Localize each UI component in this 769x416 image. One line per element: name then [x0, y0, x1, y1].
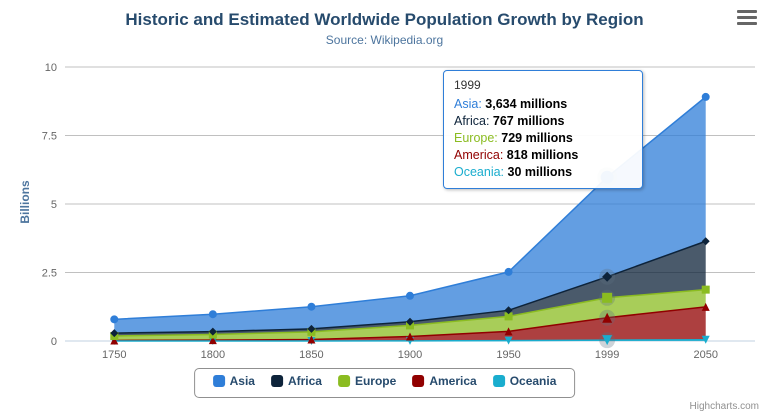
marker-asia-1850[interactable]	[307, 302, 316, 311]
x-axis-label: 1800	[201, 349, 225, 361]
tooltip-row-europe: Europe: 729 millions	[454, 130, 632, 147]
marker-america-2050[interactable]	[701, 302, 710, 311]
marker-africa-1750[interactable]	[110, 329, 119, 338]
tooltip-row-africa: Africa: 767 millions	[454, 113, 632, 130]
tooltip-series-value: 767 millions	[492, 114, 565, 128]
legend-swatch-oceania	[492, 375, 505, 387]
x-axis-label: 1950	[496, 349, 520, 361]
y-axis-label: 2.5	[42, 268, 57, 280]
hamburger-line	[737, 16, 757, 19]
marker-america-1800[interactable]	[208, 336, 217, 345]
credits-link[interactable]: Highcharts.com	[689, 401, 759, 412]
marker-europe-1950[interactable]	[504, 312, 513, 321]
marker-africa-1800[interactable]	[208, 327, 217, 336]
legend-item-america[interactable]: America	[412, 374, 477, 388]
legend-item-oceania[interactable]: Oceania	[492, 374, 557, 388]
marker-asia-1900[interactable]	[406, 291, 414, 300]
marker-africa-1900[interactable]	[406, 317, 414, 326]
x-axis-label: 2050	[693, 349, 717, 361]
chart-title: Historic and Estimated Worldwide Populat…	[125, 10, 644, 29]
y-axis-label: 0	[51, 336, 57, 348]
tooltip-series-name: Oceania:	[454, 165, 508, 179]
tooltip-series-value: 30 millions	[507, 165, 573, 179]
marker-oceania-1950[interactable]	[504, 336, 513, 345]
legend: Asia Africa Europe America Oceania	[193, 368, 576, 398]
marker-america-1850[interactable]	[307, 335, 316, 344]
marker-america-1999[interactable]	[602, 312, 613, 323]
tooltip-series-value: 818 millions	[506, 148, 579, 162]
tooltip-row-asia: Asia: 3,634 millions	[454, 96, 632, 113]
chart-subtitle: Source: Wikipedia.org	[325, 33, 444, 47]
hamburger-line	[737, 22, 757, 25]
marker-asia-1800[interactable]	[208, 310, 217, 319]
marker-africa-1850[interactable]	[307, 324, 316, 333]
y-axis-label: 7.5	[42, 131, 57, 143]
legend-swatch-america	[412, 375, 425, 387]
hamburger-line	[737, 10, 757, 13]
area-asia[interactable]	[114, 96, 706, 334]
tooltip-header: 1999	[454, 78, 481, 92]
x-axis-label: 1850	[299, 349, 323, 361]
marker-america-1750[interactable]	[110, 336, 119, 345]
marker-europe-2050[interactable]	[701, 285, 710, 294]
marker-america-1900[interactable]	[406, 332, 414, 341]
tooltip-row-oceania: Oceania: 30 millions	[454, 164, 632, 181]
legend-label: Europe	[354, 374, 397, 388]
marker-africa-1950[interactable]	[504, 306, 513, 315]
legend-item-europe[interactable]: Europe	[337, 374, 397, 388]
marker-oceania-2050[interactable]	[701, 335, 710, 344]
y-axis-label: 10	[45, 62, 57, 74]
x-axis-label: 1750	[102, 349, 126, 361]
tooltip-series-value: 729 millions	[501, 131, 573, 145]
area-america[interactable]	[114, 306, 706, 341]
marker-asia-2050[interactable]	[701, 92, 710, 101]
legend-label: America	[429, 374, 477, 388]
marker-africa-1999[interactable]	[602, 271, 613, 282]
tooltip-series-name: Asia:	[454, 97, 486, 111]
y-axis-label: 5	[51, 199, 57, 211]
legend-item-asia[interactable]: Asia	[212, 374, 255, 388]
marker-africa-2050[interactable]	[701, 237, 710, 246]
x-axis-label: 1999	[595, 349, 619, 361]
export-menu-icon[interactable]	[737, 10, 757, 28]
tooltip-rows: Asia: 3,634 millions Africa: 767 millions…	[454, 96, 632, 181]
x-axis-label: 1900	[398, 349, 422, 361]
tooltip-series-value: 3,634 millions	[485, 97, 568, 111]
area-africa[interactable]	[114, 241, 706, 336]
legend-swatch-africa	[270, 375, 283, 387]
tooltip-series-name: Africa:	[454, 114, 493, 128]
legend-label: Africa	[287, 374, 322, 388]
marker-asia-1950[interactable]	[504, 267, 513, 276]
tooltip-series-name: Europe:	[454, 131, 502, 145]
marker-europe-1999[interactable]	[602, 292, 613, 303]
marker-america-1950[interactable]	[504, 327, 513, 336]
legend-label: Oceania	[509, 374, 557, 388]
legend-label: Asia	[229, 374, 255, 388]
tooltip-series-name: America:	[454, 148, 507, 162]
legend-swatch-europe	[337, 375, 350, 387]
marker-asia-1750[interactable]	[110, 315, 119, 324]
legend-swatch-asia	[212, 375, 225, 387]
legend-item-africa[interactable]: Africa	[270, 374, 322, 388]
marker-oceania-1999[interactable]	[602, 335, 613, 346]
tooltip: 1999 Asia: 3,634 millions Africa: 767 mil…	[443, 70, 643, 189]
tooltip-row-america: America: 818 millions	[454, 147, 632, 164]
